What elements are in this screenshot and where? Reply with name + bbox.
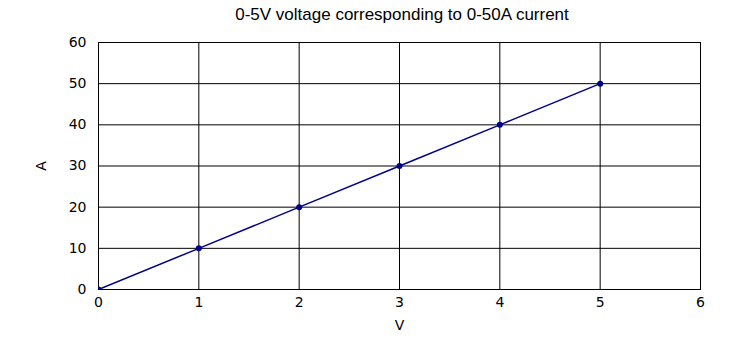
svg-text:40: 40 bbox=[69, 116, 87, 132]
svg-text:4: 4 bbox=[495, 294, 504, 310]
svg-text:5: 5 bbox=[596, 294, 605, 310]
svg-text:V: V bbox=[395, 317, 405, 333]
svg-text:20: 20 bbox=[69, 199, 87, 215]
svg-text:30: 30 bbox=[69, 157, 87, 173]
svg-text:2: 2 bbox=[295, 294, 304, 310]
svg-text:0: 0 bbox=[78, 281, 87, 297]
svg-text:1: 1 bbox=[194, 294, 203, 310]
svg-text:50: 50 bbox=[69, 75, 87, 91]
svg-text:3: 3 bbox=[395, 294, 404, 310]
svg-text:0: 0 bbox=[94, 294, 103, 310]
svg-text:A: A bbox=[33, 161, 49, 171]
svg-text:10: 10 bbox=[69, 240, 87, 256]
html-text:0-5V voltage corresponding to: 0-5V voltage corresponding to 0-50A curr… bbox=[235, 5, 569, 24]
svg-text:6: 6 bbox=[696, 294, 705, 310]
svg-text:60: 60 bbox=[69, 34, 87, 50]
